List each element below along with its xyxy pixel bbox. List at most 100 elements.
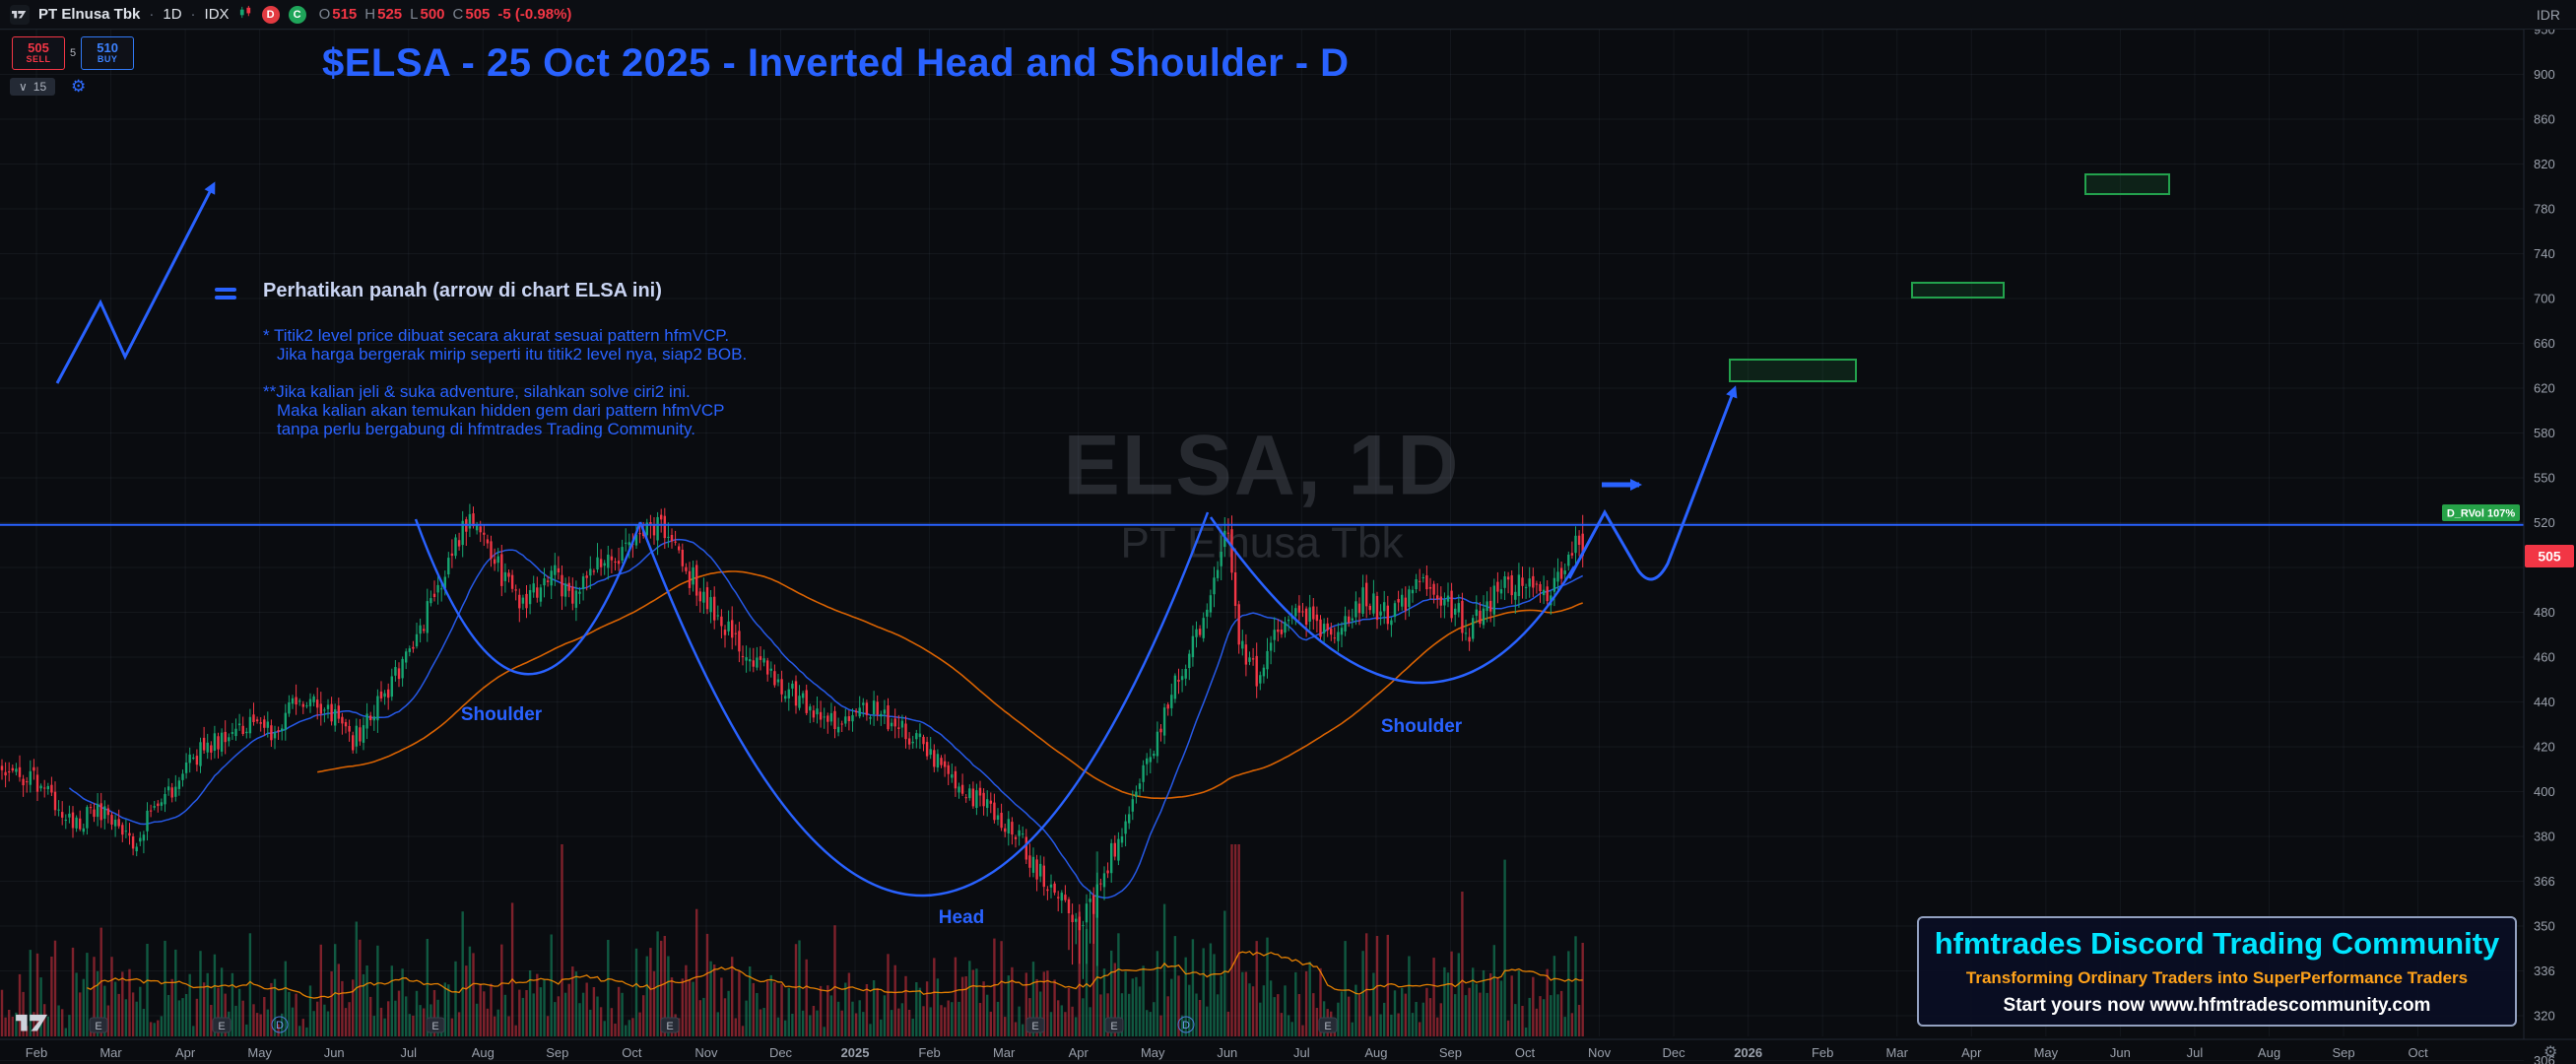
symbol-name[interactable]: PT Elnusa Tbk [38,6,141,23]
svg-text:Dec: Dec [769,1045,793,1060]
svg-text:May: May [247,1045,272,1060]
buy-button[interactable]: 510 BUY [81,36,135,70]
svg-text:May: May [1141,1045,1165,1060]
notation-badge-c: C [288,5,306,24]
ma-layer [68,538,1584,899]
chart-type-icon[interactable] [238,5,253,24]
price-axis[interactable]: 9509008608207807407006606205805505204804… [2442,23,2574,1064]
volume-layer [0,844,1584,1036]
change-value: -5 (-0.98%) [497,6,572,23]
high-label: H [364,6,376,23]
svg-text:460: 460 [2534,650,2555,665]
svg-text:E: E [1324,1021,1331,1032]
low-value: 500 [420,6,445,23]
svg-text:Oct: Oct [1515,1045,1536,1060]
note-heading: Perhatikan panah (arrow di chart ELSA in… [263,280,662,301]
separator-dot: · [149,6,155,23]
svg-text:700: 700 [2534,292,2555,306]
svg-text:Nov: Nov [694,1045,718,1060]
svg-text:420: 420 [2534,740,2555,755]
high-value: 525 [377,6,403,23]
note-line: Jika harga bergerak mirip seperti itu ti… [277,345,748,364]
svg-text:Feb: Feb [918,1045,940,1060]
svg-text:400: 400 [2534,784,2555,799]
objects-count-pill[interactable]: ∨ 15 [10,78,56,96]
note-line: * Titik2 level price dibuat secara akura… [263,326,730,345]
axis-settings-gear-icon[interactable]: ⚙ [2543,1044,2558,1061]
watermark-name: PT Elnusa Tbk [1120,518,1404,567]
svg-text:Apr: Apr [1961,1045,1982,1060]
svg-text:2026: 2026 [1734,1045,1762,1060]
buy-price: 510 [97,39,118,55]
target-box-3[interactable] [2084,173,2170,195]
candles-glyph [239,5,250,19]
svg-text:Oct: Oct [2408,1045,2428,1060]
interval-selector[interactable]: 1D [163,6,182,23]
tradingview-logo-bottom[interactable] [14,1011,53,1038]
svg-text:336: 336 [2534,964,2555,978]
sell-label: SELL [26,54,51,65]
svg-text:860: 860 [2534,112,2555,127]
event-markers[interactable]: E E E E E E ED D [89,1016,1338,1033]
svg-text:E: E [666,1021,673,1032]
breakout-arrow [1567,385,1738,581]
svg-text:520: 520 [2534,515,2555,530]
svg-text:350: 350 [2534,919,2555,934]
svg-text:E: E [218,1021,225,1032]
target-box-2[interactable] [1911,282,2005,299]
svg-text:D: D [1182,1020,1190,1031]
ma-fast-line [68,538,1584,899]
trend-arrow [55,181,216,384]
svg-text:660: 660 [2534,336,2555,351]
svg-text:Jun: Jun [2110,1045,2131,1060]
time-axis[interactable]: Feb Mar Apr May Jun Jul Aug Sep Oct Nov Dec 2025 Feb… [0,1038,2576,1060]
open-value: 515 [332,6,358,23]
svg-text:366: 366 [2534,874,2555,889]
left-shoulder-arc [414,518,642,676]
svg-text:May: May [2034,1045,2059,1060]
exchange-label: IDX [204,6,230,23]
svg-text:E: E [95,1021,101,1032]
svg-text:306: 306 [2534,1053,2555,1064]
svg-text:Apr: Apr [1069,1045,1090,1060]
separator-dot: · [190,6,196,23]
tradingview-logo[interactable] [10,4,30,25]
head-label: Head [939,907,984,928]
svg-text:Feb: Feb [26,1045,47,1060]
head-arc [638,511,1210,898]
svg-text:D: D [276,1020,284,1031]
drawing-settings-gear-icon[interactable]: ⚙ [71,77,87,96]
candles-layer [0,503,1584,979]
svg-text:820: 820 [2534,157,2555,171]
sell-button[interactable]: 505 SELL [12,36,65,70]
promo-title: hfmtrades Discord Trading Community [1934,926,2500,961]
right-shoulder-arc [1209,516,1576,685]
svg-text:320: 320 [2534,1009,2555,1024]
svg-text:Apr: Apr [175,1045,196,1060]
notation-badge-d: D [261,5,280,24]
svg-text:Sep: Sep [1439,1045,1462,1060]
note-line: tanpa perlu bergabung di hfmtrades Tradi… [277,420,695,438]
promo-cta-link[interactable]: Start yours now www.hfmtradescommunity.c… [2003,995,2431,1016]
promo-subtitle: Transforming Ordinary Traders into Super… [1965,968,2469,987]
svg-text:D_RVol 107%: D_RVol 107% [2447,508,2516,520]
svg-text:E: E [1031,1021,1038,1032]
trade-panel: 505 SELL 5 510 BUY [12,36,135,70]
rvol-badge [2442,504,2520,521]
svg-text:Mar: Mar [993,1045,1016,1060]
svg-text:Sep: Sep [2332,1045,2354,1060]
note-line: **Jika kalian jeli & suka adventure, sil… [263,382,691,401]
volume-ma-line [87,950,1583,999]
note-line: Maka kalian akan temukan hidden gem dari… [277,401,725,420]
objects-count: 15 [33,80,47,94]
svg-text:580: 580 [2534,426,2555,440]
drawings-layer[interactable]: Shoulder Head Shoulder [55,173,2170,928]
target-box-1[interactable] [1729,359,1857,382]
spread-value: 5 [70,47,77,59]
svg-text:Oct: Oct [622,1045,642,1060]
tradingview-logo-glyph [16,1014,48,1031]
svg-text:900: 900 [2534,67,2555,82]
svg-text:Aug: Aug [1364,1045,1387,1060]
chart-annotation-title[interactable]: $ELSA - 25 Oct 2025 - Inverted Head and … [322,41,1350,85]
